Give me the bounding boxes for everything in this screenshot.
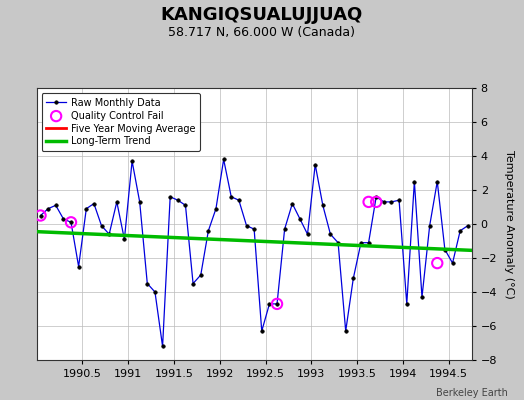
Text: KANGIQSUALUJJUAQ: KANGIQSUALUJJUAQ xyxy=(161,6,363,24)
Raw Monthly Data xyxy=(343,329,349,334)
Raw Monthly Data xyxy=(152,290,158,294)
Y-axis label: Temperature Anomaly (°C): Temperature Anomaly (°C) xyxy=(504,150,514,298)
Raw Monthly Data xyxy=(465,223,471,228)
Line: Raw Monthly Data: Raw Monthly Data xyxy=(39,158,470,348)
Raw Monthly Data xyxy=(52,203,59,208)
Quality Control Fail xyxy=(67,219,75,226)
Raw Monthly Data xyxy=(350,276,356,281)
Raw Monthly Data xyxy=(60,216,67,221)
Raw Monthly Data xyxy=(236,198,242,202)
Quality Control Fail xyxy=(273,301,281,307)
Quality Control Fail xyxy=(372,199,380,205)
Quality Control Fail xyxy=(364,199,373,205)
Raw Monthly Data xyxy=(221,157,227,162)
Text: Berkeley Earth: Berkeley Earth xyxy=(436,388,508,398)
Quality Control Fail xyxy=(433,260,441,266)
Raw Monthly Data xyxy=(37,213,43,218)
Quality Control Fail xyxy=(36,212,45,219)
Legend: Raw Monthly Data, Quality Control Fail, Five Year Moving Average, Long-Term Tren: Raw Monthly Data, Quality Control Fail, … xyxy=(41,93,200,151)
Text: 58.717 N, 66.000 W (Canada): 58.717 N, 66.000 W (Canada) xyxy=(169,26,355,39)
Raw Monthly Data xyxy=(159,344,166,349)
